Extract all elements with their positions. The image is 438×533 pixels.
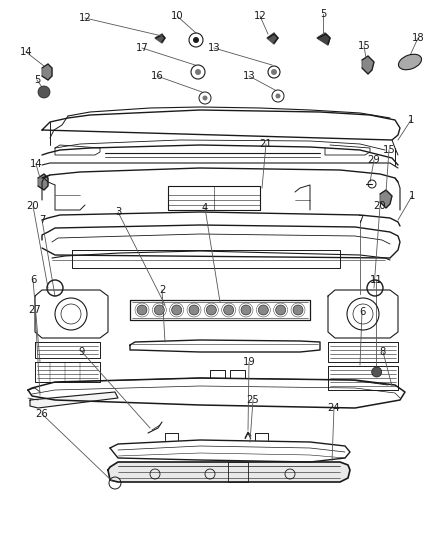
- Text: 5: 5: [34, 75, 40, 85]
- Text: 1: 1: [408, 115, 414, 125]
- Text: 14: 14: [20, 47, 32, 57]
- Text: 20: 20: [374, 201, 386, 211]
- Text: 24: 24: [328, 403, 340, 413]
- Circle shape: [372, 367, 381, 377]
- Circle shape: [276, 305, 286, 315]
- Circle shape: [195, 69, 201, 75]
- Circle shape: [224, 305, 233, 315]
- Text: 6: 6: [359, 307, 365, 317]
- Circle shape: [154, 305, 164, 315]
- Circle shape: [38, 86, 50, 98]
- Polygon shape: [155, 34, 165, 43]
- Text: 21: 21: [260, 139, 272, 149]
- Circle shape: [271, 69, 277, 75]
- Text: 8: 8: [380, 347, 386, 357]
- Circle shape: [193, 37, 199, 43]
- Text: 9: 9: [79, 347, 85, 357]
- Text: 7: 7: [39, 215, 45, 225]
- Text: 13: 13: [243, 71, 255, 81]
- Circle shape: [293, 305, 303, 315]
- Text: 20: 20: [27, 201, 39, 211]
- Ellipse shape: [399, 54, 421, 70]
- Text: 6: 6: [30, 275, 36, 285]
- Polygon shape: [42, 64, 52, 80]
- Text: 14: 14: [30, 159, 42, 169]
- Text: 13: 13: [208, 43, 220, 53]
- Polygon shape: [38, 174, 48, 190]
- Text: 12: 12: [79, 13, 92, 23]
- Text: 27: 27: [28, 305, 41, 315]
- Text: 19: 19: [243, 357, 255, 367]
- Polygon shape: [108, 462, 350, 482]
- Polygon shape: [30, 392, 118, 408]
- Circle shape: [276, 93, 280, 99]
- Circle shape: [258, 305, 268, 315]
- Circle shape: [202, 95, 208, 101]
- Text: 3: 3: [115, 207, 121, 217]
- Circle shape: [206, 305, 216, 315]
- Text: 1: 1: [409, 191, 415, 201]
- Circle shape: [172, 305, 182, 315]
- Text: 2: 2: [159, 285, 165, 295]
- Text: 10: 10: [171, 11, 184, 21]
- Polygon shape: [380, 190, 392, 208]
- Text: 4: 4: [202, 203, 208, 213]
- Text: 15: 15: [383, 145, 396, 155]
- Text: 15: 15: [357, 41, 371, 51]
- Text: 17: 17: [136, 43, 148, 53]
- Text: 29: 29: [367, 155, 380, 165]
- Polygon shape: [267, 33, 278, 44]
- Text: 5: 5: [320, 9, 326, 19]
- Circle shape: [241, 305, 251, 315]
- Text: 16: 16: [151, 71, 163, 81]
- Text: 11: 11: [370, 275, 382, 285]
- Text: 18: 18: [412, 33, 424, 43]
- Text: 7: 7: [357, 215, 363, 225]
- Circle shape: [137, 305, 147, 315]
- Text: 26: 26: [35, 409, 48, 419]
- Text: 12: 12: [254, 11, 266, 21]
- Polygon shape: [317, 33, 330, 45]
- Text: 25: 25: [247, 395, 259, 405]
- Polygon shape: [362, 56, 374, 74]
- Circle shape: [189, 305, 199, 315]
